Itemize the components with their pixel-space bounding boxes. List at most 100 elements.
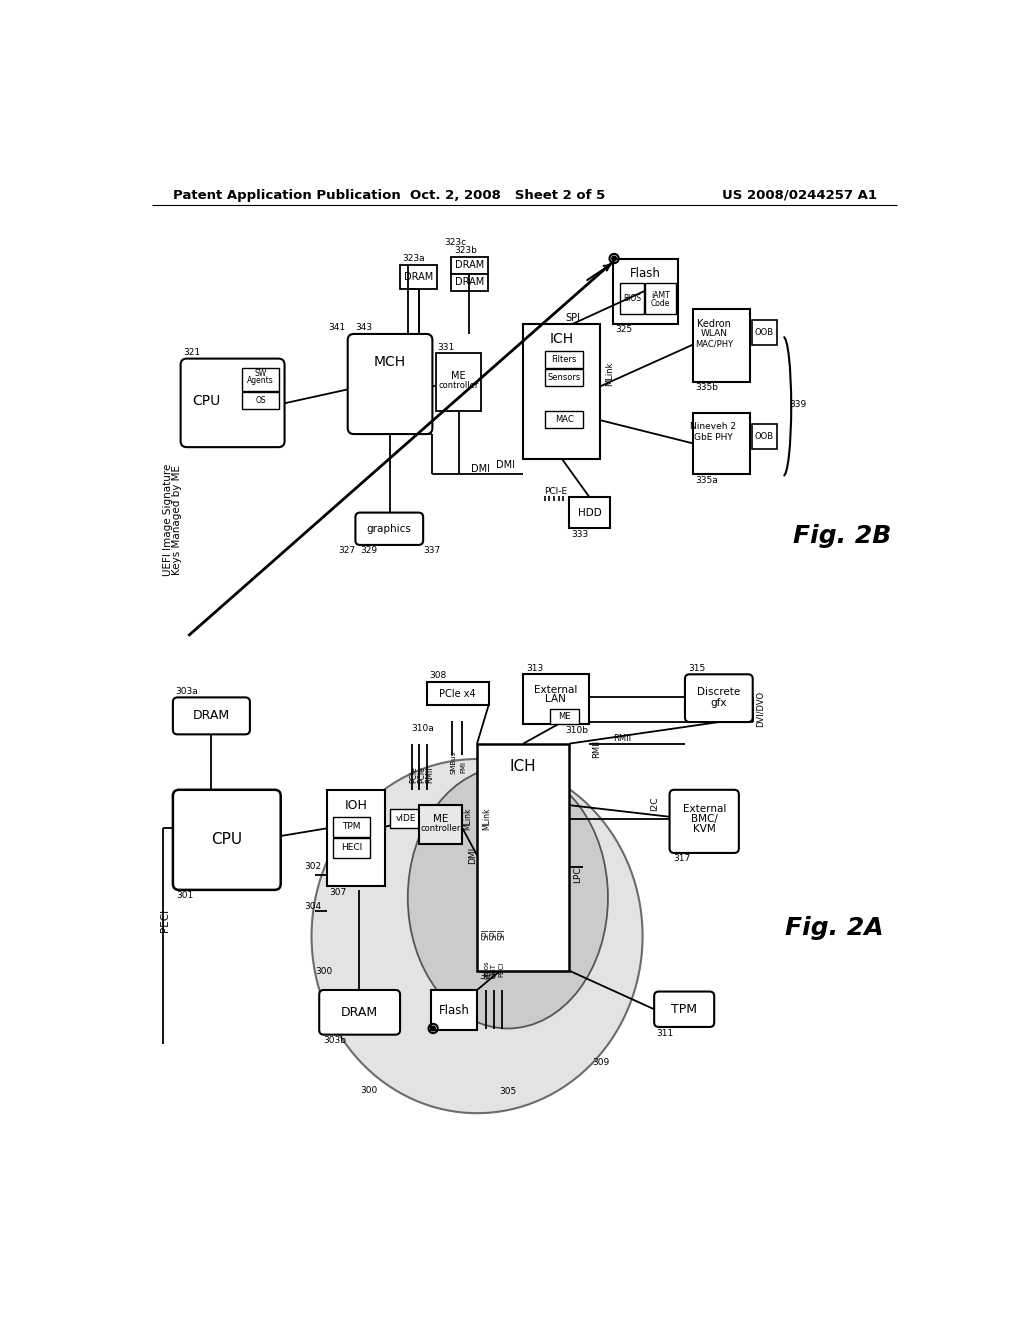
- Text: 323a: 323a: [402, 255, 425, 263]
- Bar: [333, 837, 370, 858]
- Text: Sensors: Sensors: [548, 372, 581, 381]
- Text: MLink: MLink: [463, 808, 472, 830]
- Text: 335a: 335a: [695, 475, 718, 484]
- Text: 301: 301: [177, 891, 194, 900]
- Bar: [390, 809, 422, 828]
- Text: RMII: RMII: [612, 734, 631, 743]
- Text: 323b: 323b: [454, 247, 477, 256]
- Bar: [327, 789, 385, 886]
- Text: DRAM: DRAM: [341, 1006, 378, 1019]
- FancyBboxPatch shape: [173, 697, 250, 734]
- Text: TPM: TPM: [671, 1003, 697, 1016]
- FancyBboxPatch shape: [173, 789, 281, 890]
- Text: DMI: DMI: [468, 846, 477, 863]
- Text: SPI: SPI: [565, 313, 580, 323]
- Text: HECI: HECI: [341, 843, 362, 851]
- Text: KVM: KVM: [693, 824, 716, 834]
- Bar: [477, 743, 569, 970]
- Text: graphics: graphics: [367, 524, 412, 533]
- Bar: [427, 682, 488, 705]
- Text: Code: Code: [650, 298, 670, 308]
- Bar: [400, 264, 437, 289]
- Text: Fig. 2A: Fig. 2A: [785, 916, 884, 940]
- Text: gpios: gpios: [483, 960, 489, 978]
- Bar: [419, 805, 462, 843]
- Bar: [431, 990, 477, 1030]
- Text: 300: 300: [315, 968, 333, 977]
- Text: MLink: MLink: [605, 362, 614, 387]
- Text: 300: 300: [360, 1085, 378, 1094]
- Text: Nineveh 2: Nineveh 2: [690, 422, 736, 430]
- Text: 310a: 310a: [412, 725, 434, 734]
- Bar: [692, 309, 751, 381]
- Text: 305: 305: [500, 1088, 516, 1096]
- FancyBboxPatch shape: [670, 789, 739, 853]
- Text: ME: ME: [558, 713, 571, 721]
- Text: 339: 339: [790, 400, 807, 409]
- Text: 313: 313: [526, 664, 544, 673]
- Text: BMC/: BMC/: [691, 814, 718, 824]
- Text: Agents: Agents: [248, 376, 274, 384]
- Text: WLAN: WLAN: [700, 330, 728, 338]
- Text: 329: 329: [360, 546, 377, 556]
- Circle shape: [431, 1026, 435, 1031]
- Text: DRAM: DRAM: [193, 709, 230, 722]
- Text: SST: SST: [490, 962, 497, 975]
- FancyBboxPatch shape: [319, 990, 400, 1035]
- Text: RMII: RMII: [425, 766, 434, 783]
- Text: US 2008/0244257 A1: US 2008/0244257 A1: [723, 189, 878, 202]
- FancyBboxPatch shape: [685, 675, 753, 722]
- Text: PCIe: PCIe: [417, 766, 426, 783]
- Bar: [451, 257, 487, 275]
- Text: GbE PHY: GbE PHY: [694, 433, 733, 442]
- Text: ICH: ICH: [510, 759, 537, 775]
- Text: gfx: gfx: [711, 698, 727, 708]
- Text: vIDE: vIDE: [396, 814, 417, 822]
- Text: SPI: SPI: [489, 929, 499, 940]
- Text: ME: ME: [452, 371, 466, 381]
- Text: ME: ME: [433, 814, 449, 824]
- Text: ICH: ICH: [550, 333, 573, 346]
- Text: DRAM: DRAM: [455, 260, 484, 271]
- Bar: [451, 275, 487, 290]
- Text: UEFI Image Signature: UEFI Image Signature: [163, 465, 173, 577]
- Text: 343: 343: [355, 323, 373, 333]
- Text: CPU: CPU: [191, 393, 220, 408]
- Text: DMI: DMI: [471, 465, 490, 474]
- Text: PCI-E: PCI-E: [544, 487, 567, 495]
- Text: 323c: 323c: [444, 238, 466, 247]
- Text: controller: controller: [421, 824, 461, 833]
- Text: BIOS: BIOS: [623, 294, 641, 304]
- Text: Keys Managed by ME: Keys Managed by ME: [172, 466, 182, 576]
- Text: SPI: SPI: [482, 929, 490, 940]
- Text: 337: 337: [423, 546, 440, 556]
- Text: 333: 333: [571, 529, 589, 539]
- Text: OS: OS: [255, 396, 266, 405]
- Bar: [620, 284, 644, 314]
- Text: DMI: DMI: [496, 459, 515, 470]
- Text: OOB: OOB: [755, 432, 774, 441]
- FancyBboxPatch shape: [180, 359, 285, 447]
- Text: Kedron: Kedron: [697, 319, 731, 329]
- Ellipse shape: [408, 767, 608, 1028]
- Text: PECI: PECI: [160, 909, 170, 932]
- Text: TPM: TPM: [342, 822, 360, 832]
- Bar: [333, 817, 370, 837]
- Text: 309: 309: [593, 1057, 610, 1067]
- Text: MCH: MCH: [374, 355, 407, 370]
- Text: LAN: LAN: [545, 694, 566, 704]
- Bar: [523, 323, 600, 459]
- Text: PCIe: PCIe: [410, 766, 419, 783]
- Text: DRAM: DRAM: [455, 277, 484, 288]
- Text: External: External: [683, 804, 726, 814]
- Bar: [645, 284, 676, 314]
- Text: 303b: 303b: [323, 1036, 346, 1045]
- Text: 305: 305: [479, 973, 497, 981]
- Bar: [545, 368, 584, 385]
- Text: controller: controller: [438, 381, 479, 389]
- Text: SPI: SPI: [498, 929, 506, 940]
- Bar: [545, 351, 584, 368]
- Bar: [752, 321, 776, 345]
- Bar: [752, 424, 776, 449]
- Text: MLink: MLink: [482, 808, 490, 830]
